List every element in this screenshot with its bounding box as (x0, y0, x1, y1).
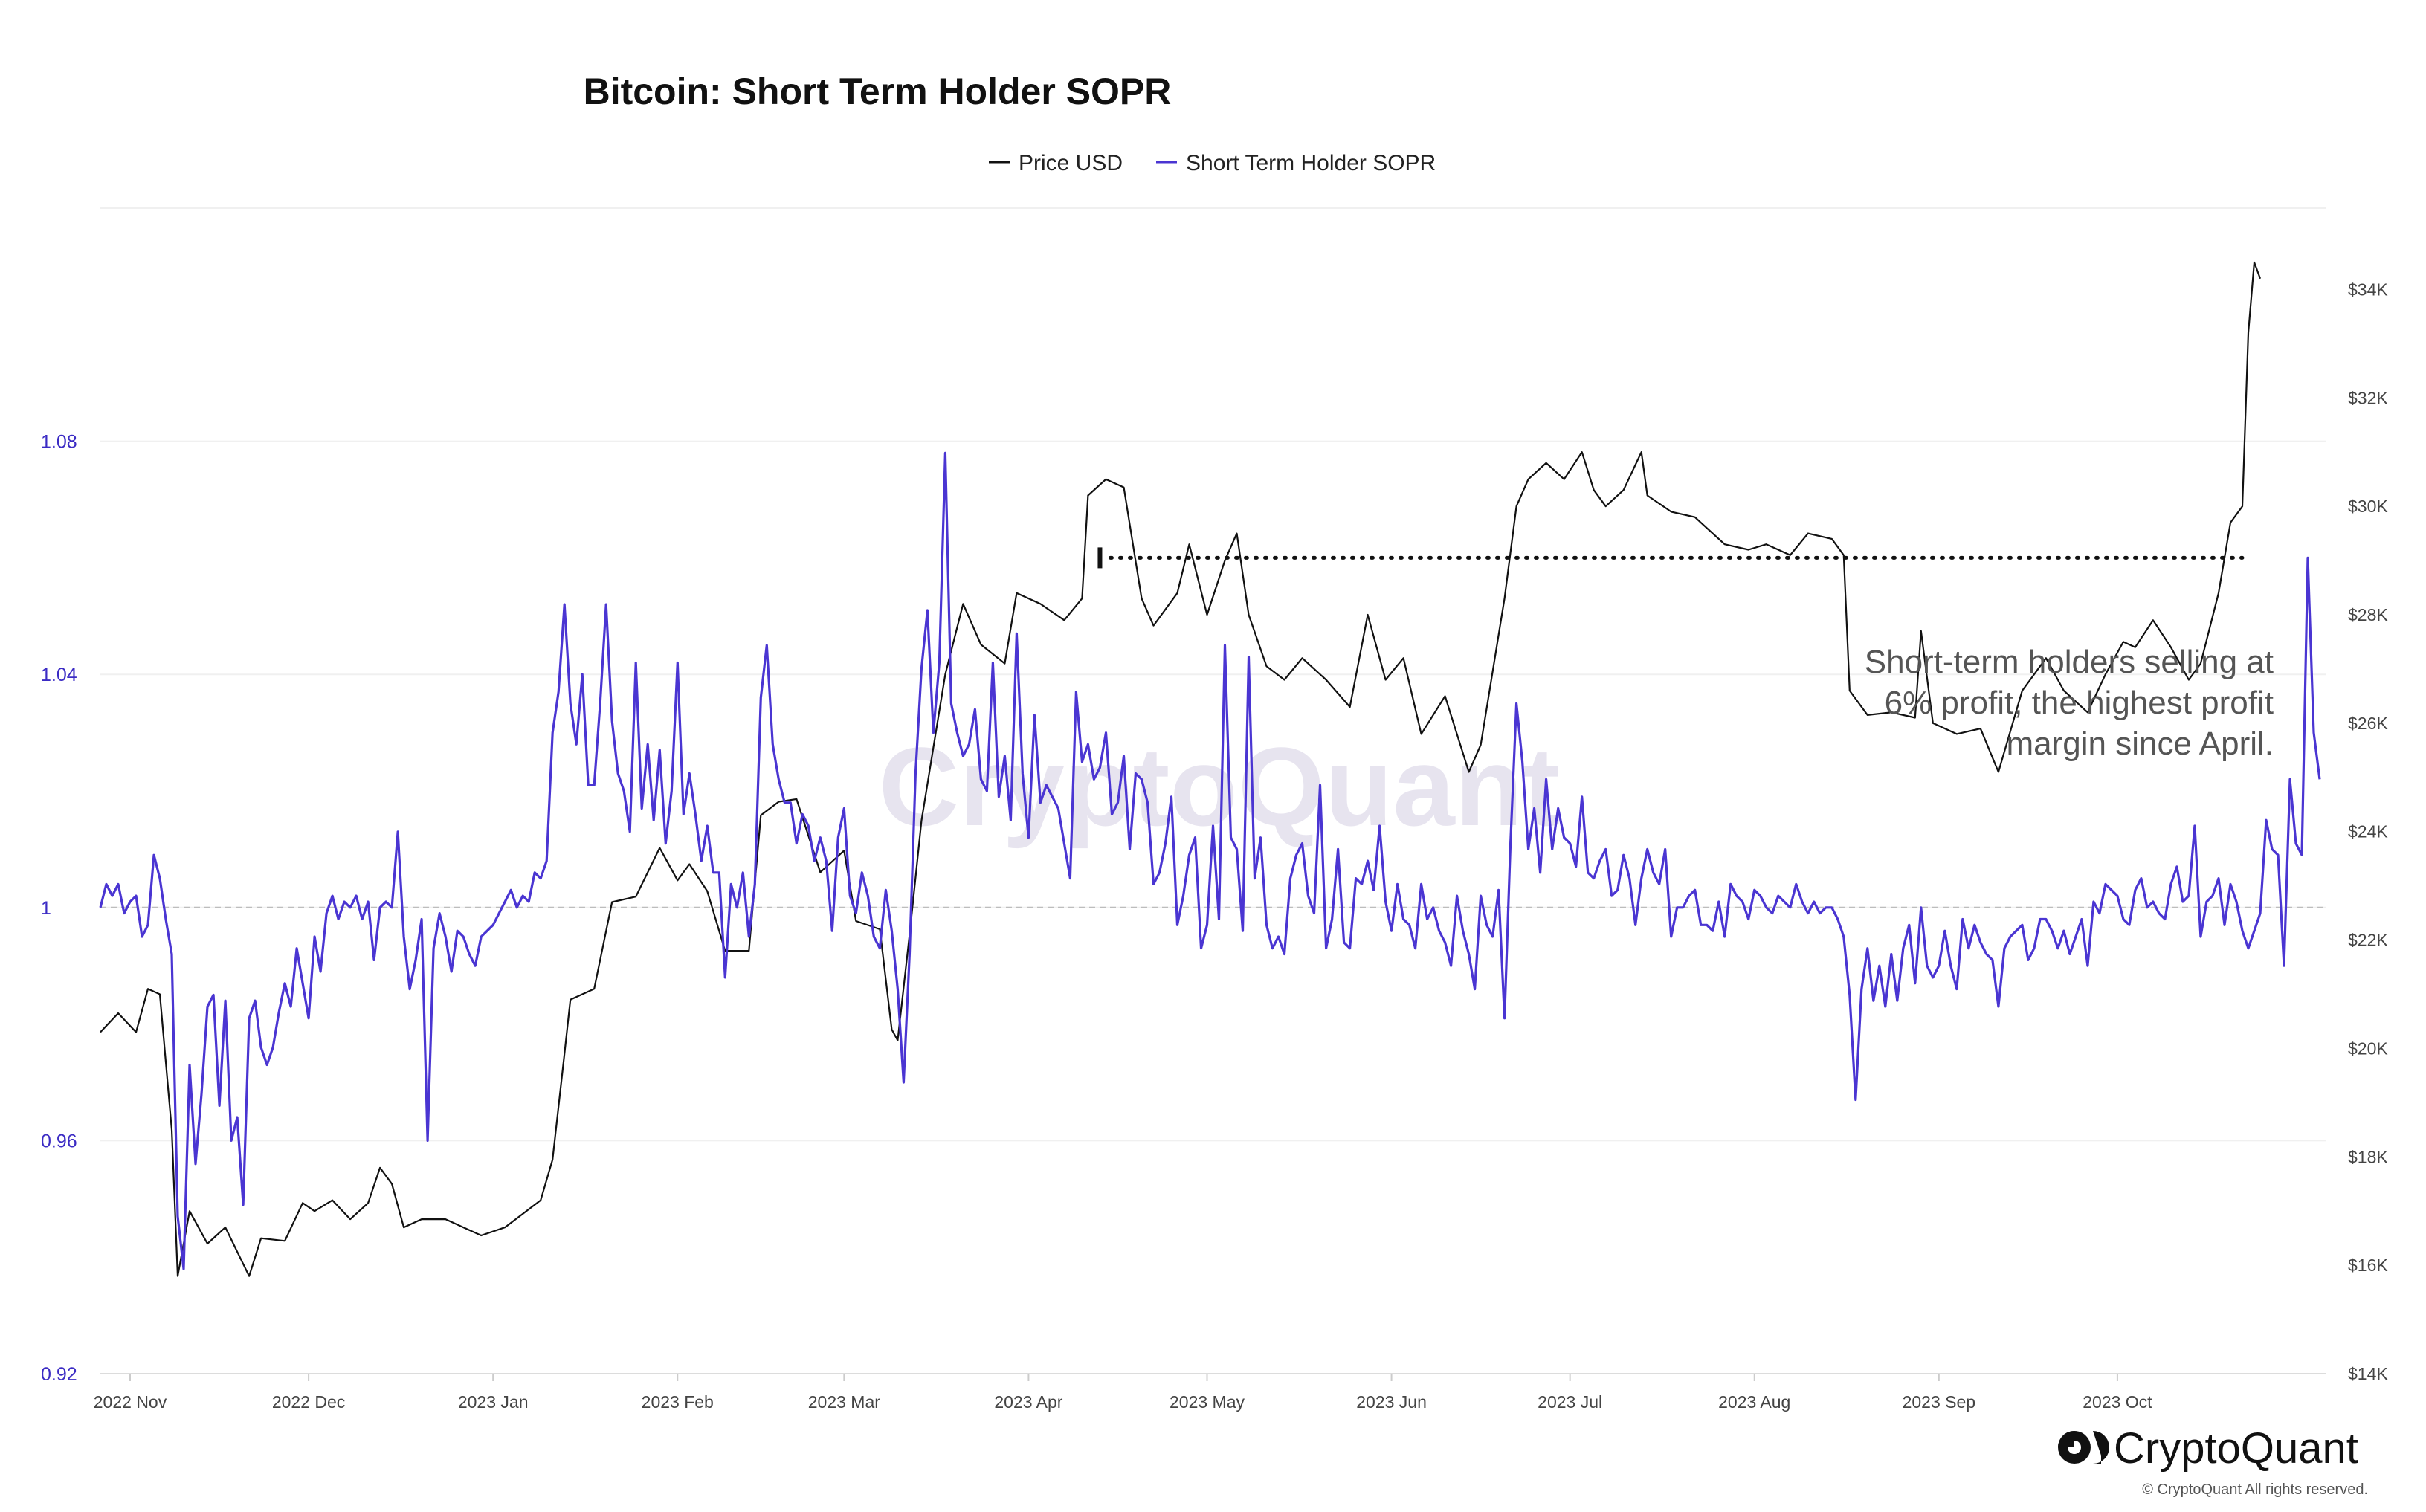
annotation: Short-term holders selling at 6% profit,… (1865, 644, 2274, 762)
legend-label-price[interactable]: Price USD (1019, 151, 1123, 175)
series-line-price-usd[interactable] (100, 261, 2262, 1277)
x-tick-label: 2022 Nov (94, 1392, 167, 1412)
right-tick-label: $34K (2348, 280, 2388, 299)
x-tick-label: 2023 Mar (808, 1392, 881, 1412)
grid (100, 207, 2326, 1374)
watermark-text: CryptoQuant (879, 724, 1561, 849)
right-tick-label: $26K (2348, 714, 2388, 733)
watermark: CryptoQuant (879, 724, 1561, 849)
brand-logo: CryptoQuant © CryptoQuant All rights res… (2058, 1424, 2368, 1498)
right-tick-label: $20K (2348, 1038, 2388, 1058)
right-tick-label: $28K (2348, 605, 2388, 624)
cryptoquant-logo-icon (2058, 1431, 2109, 1464)
right-tick-label: $30K (2348, 497, 2388, 516)
brand-name: CryptoQuant (2114, 1424, 2358, 1473)
x-tick-label: 2023 Jun (1356, 1392, 1427, 1412)
right-tick-label: $18K (2348, 1147, 2388, 1166)
left-tick-label: 1.08 (41, 432, 77, 453)
right-tick-label: $32K (2348, 388, 2388, 407)
annotation-line-group (1097, 547, 2245, 569)
x-tick-label: 2023 Jan (458, 1392, 529, 1412)
annotation-line-3: margin since April. (2007, 726, 2274, 762)
left-tick-label: 0.96 (41, 1131, 77, 1151)
right-tick-label: $14K (2348, 1364, 2388, 1383)
x-tick-label: 2023 Oct (2083, 1392, 2152, 1412)
series-group[interactable] (99, 261, 2321, 1277)
x-tick-label: 2023 Jul (1538, 1392, 1602, 1412)
left-tick-label: 0.92 (41, 1364, 77, 1385)
legend[interactable]: Price USD Short Term Holder SOPR (989, 151, 1436, 175)
left-axis: 0.92 0.96 1 1.04 1.08 (41, 432, 77, 1385)
right-tick-label: $24K (2348, 822, 2388, 841)
left-tick-label: 1.04 (41, 665, 77, 685)
copyright: © CryptoQuant All rights reserved. (2142, 1482, 2368, 1498)
x-tick-label: 2023 May (1170, 1392, 1245, 1412)
series-line-sth-sopr[interactable] (99, 451, 2321, 1270)
left-tick-label: 1 (41, 898, 51, 919)
chart-title: Bitcoin: Short Term Holder SOPR (584, 71, 1172, 112)
right-tick-label: $22K (2348, 931, 2388, 950)
x-tick-label: 2023 Aug (1718, 1392, 1790, 1412)
x-tick-label: 2022 Dec (272, 1392, 345, 1412)
legend-label-sopr[interactable]: Short Term Holder SOPR (1186, 151, 1436, 175)
x-tick-label: 2023 Sep (1903, 1392, 1975, 1412)
annotation-line-1: Short-term holders selling at (1865, 644, 2274, 680)
x-tick-label: 2023 Feb (642, 1392, 714, 1412)
right-axis: $14K $16K $18K $20K $22K $24K $26K $28K $30K $32K… (2348, 280, 2388, 1383)
x-tick-label: 2023 Apr (994, 1392, 1062, 1412)
right-tick-label: $16K (2348, 1256, 2388, 1275)
annotation-line-2: 6% profit, the highest profit (1885, 685, 2274, 721)
x-axis: 2022 Nov 2022 Dec 2023 Jan 2023 Feb 2023 Mar… (94, 1374, 2152, 1412)
